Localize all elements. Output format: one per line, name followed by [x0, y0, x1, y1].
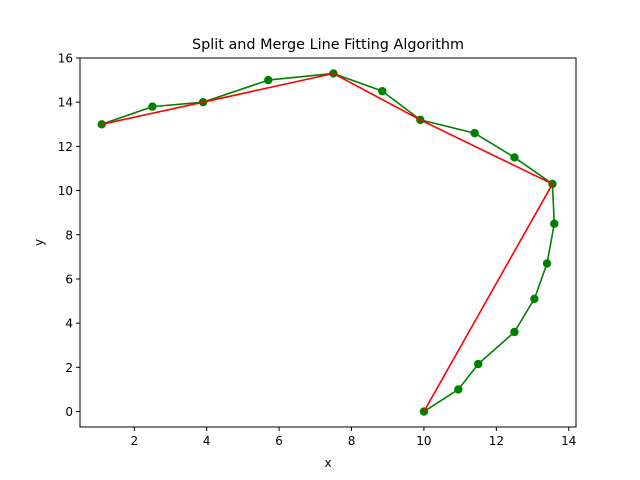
data-point [378, 86, 387, 96]
y-tick-label: 2 [65, 361, 73, 375]
data-point [510, 153, 519, 162]
y-tick-label: 16 [58, 52, 73, 66]
data-point [148, 102, 157, 111]
x-axis-ticks: 2 4 6 8 10 12 14 [130, 427, 576, 448]
data-point [474, 359, 483, 369]
x-axis-label: x [324, 456, 331, 470]
data-point [454, 385, 463, 394]
y-tick-label: 0 [65, 405, 73, 419]
data-point [550, 219, 559, 228]
y-axis-label: y [32, 239, 46, 246]
x-tick-label: 4 [203, 434, 211, 448]
x-tick-label: 10 [416, 434, 431, 448]
y-tick-label: 12 [58, 140, 73, 154]
y-tick-label: 6 [65, 272, 73, 286]
x-tick-label: 2 [130, 434, 138, 448]
data-point [264, 75, 273, 85]
y-axis-ticks: 0 2 4 6 8 10 12 14 16 [58, 52, 80, 419]
y-tick-label: 10 [58, 184, 73, 198]
chart-title: Split and Merge Line Fitting Algorithm [192, 37, 464, 53]
data-point [530, 294, 539, 304]
series-line-1 [100, 72, 554, 413]
y-tick-label: 8 [65, 228, 73, 242]
x-tick-label: 12 [489, 434, 504, 448]
x-tick-label: 14 [561, 434, 576, 448]
data-point [470, 128, 479, 138]
axes-frame [79, 57, 577, 428]
x-tick-label: 6 [275, 434, 283, 448]
x-tick-label: 8 [348, 434, 356, 448]
plot-area [97, 69, 559, 416]
y-tick-label: 4 [65, 317, 73, 331]
data-point [542, 259, 552, 268]
y-tick-label: 14 [58, 96, 73, 110]
data-point [510, 327, 519, 337]
